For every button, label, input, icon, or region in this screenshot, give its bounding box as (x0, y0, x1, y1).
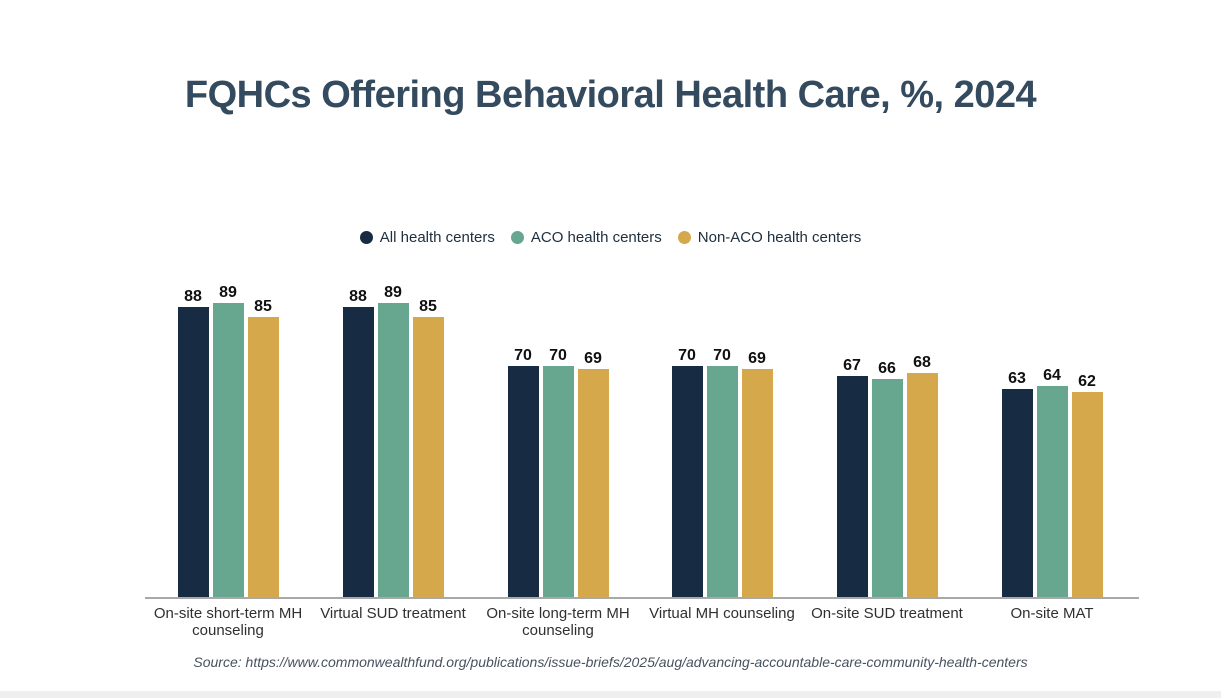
bar-column: 85 (247, 297, 279, 597)
category-label: On-site long-term MH counseling (486, 605, 630, 640)
bar-group: 63 64 62 (1001, 366, 1103, 597)
bar-column: 88 (342, 287, 374, 597)
source-note: Source: https://www.commonwealthfund.org… (193, 654, 1028, 670)
bar (507, 366, 539, 597)
bar (212, 303, 244, 597)
bar-chart: 88 89 85 On-site short-term MH counseling 88… (145, 267, 1139, 639)
bar-value-label: 69 (748, 350, 766, 368)
legend-swatch-icon (359, 231, 373, 244)
bar (671, 366, 703, 597)
bar-value-label: 68 (913, 353, 931, 371)
category-label: On-site SUD treatment (811, 605, 963, 622)
bar-column: 70 (542, 347, 574, 597)
bar-value-label: 88 (184, 287, 202, 305)
bar (1036, 385, 1068, 597)
bar-value-label: 69 (584, 350, 602, 368)
bar (1071, 392, 1103, 597)
bar-column: 85 (412, 297, 444, 597)
legend: All health centers ACO health centers Non-… (0, 229, 1221, 246)
bar (412, 316, 444, 597)
bar (1001, 389, 1033, 597)
category-label: Virtual SUD treatment (320, 605, 466, 622)
legend-item: All health centers (359, 229, 495, 246)
bar-column: 63 (1001, 370, 1033, 597)
category-label: On-site MAT (1010, 605, 1094, 622)
bar-column: 70 (706, 347, 738, 597)
bar-value-label: 64 (1043, 366, 1061, 384)
bar-value-label: 67 (843, 356, 861, 374)
bar-value-label: 85 (419, 297, 437, 315)
bar (542, 366, 574, 597)
legend-swatch-icon (510, 231, 524, 244)
legend-item: ACO health centers (510, 229, 662, 246)
legend-label: All health centers (379, 229, 495, 246)
chart-title: FQHCs Offering Behavioral Health Care, %… (184, 74, 1037, 116)
bar (741, 369, 773, 597)
legend-swatch-icon (677, 231, 691, 244)
bar-value-label: 70 (549, 347, 567, 364)
bar-column: 66 (871, 360, 903, 597)
bar (177, 306, 209, 597)
bar (906, 372, 938, 597)
bar-column: 89 (212, 284, 244, 597)
bar (342, 306, 374, 597)
bar-group: 88 89 85 (342, 284, 444, 597)
bar-column: 88 (177, 287, 209, 597)
bar-value-label: 66 (878, 360, 896, 378)
bar-column: 70 (507, 347, 539, 597)
legend-label: ACO health centers (530, 229, 662, 246)
bar-column: 67 (836, 356, 868, 597)
bar-column: 64 (1036, 366, 1068, 597)
bar-column: 70 (671, 347, 703, 597)
bar-value-label: 89 (219, 284, 237, 302)
bar-value-label: 62 (1078, 373, 1096, 391)
bar-column: 68 (906, 353, 938, 597)
bar-value-label: 88 (349, 287, 367, 305)
bar-value-label: 89 (384, 284, 402, 302)
bar (377, 303, 409, 597)
bar-value-label: 70 (713, 347, 731, 364)
category-label: On-site short-term MH counseling (153, 605, 303, 640)
bar (836, 375, 868, 597)
bar-value-label: 70 (678, 347, 696, 364)
bar-group: 67 66 68 (836, 353, 938, 597)
bar (871, 379, 903, 597)
bar-group: 70 70 69 (507, 347, 609, 597)
bar (247, 316, 279, 597)
legend-label: Non-ACO health centers (697, 229, 862, 246)
bar-column: 69 (577, 350, 609, 597)
bar-group: 88 89 85 (177, 284, 279, 597)
bar-column: 89 (377, 284, 409, 597)
bar (577, 369, 609, 597)
legend-item: Non-ACO health centers (677, 229, 862, 246)
bar-value-label: 85 (254, 297, 272, 315)
bar-value-label: 63 (1008, 370, 1026, 388)
bar-column: 69 (741, 350, 773, 597)
bar (706, 366, 738, 597)
page-bottom-strip (0, 691, 1221, 698)
category-label: Virtual MH counseling (649, 605, 795, 622)
bar-group: 70 70 69 (671, 347, 773, 597)
bar-column: 62 (1071, 373, 1103, 597)
bar-value-label: 70 (514, 347, 532, 364)
